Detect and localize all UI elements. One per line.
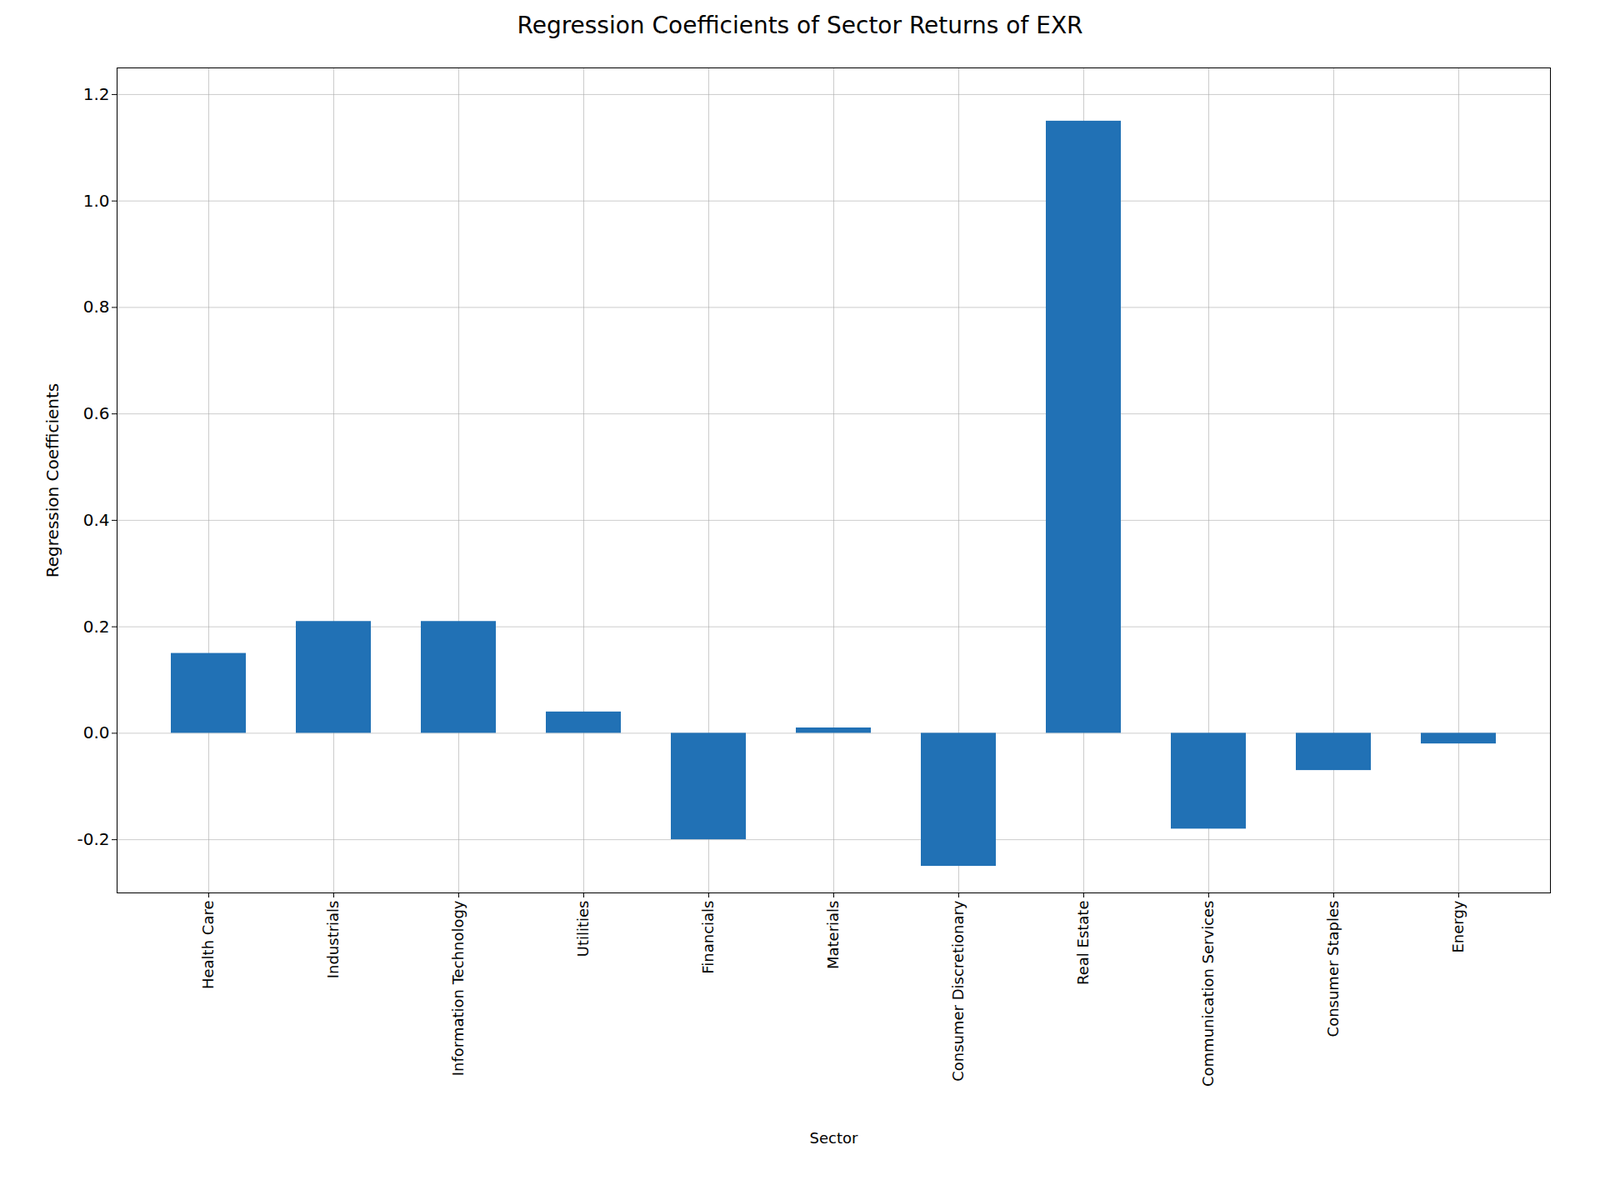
svg-text:Energy: Energy: [1449, 900, 1467, 953]
svg-text:1.2: 1.2: [83, 84, 110, 105]
svg-text:Utilities: Utilities: [574, 900, 592, 958]
svg-text:0.2: 0.2: [83, 616, 110, 637]
svg-text:0.8: 0.8: [83, 296, 110, 317]
svg-text:-0.2: -0.2: [76, 829, 110, 850]
svg-text:Industrials: Industrials: [324, 900, 342, 980]
svg-text:Information Technology: Information Technology: [449, 900, 467, 1076]
svg-text:Health Care: Health Care: [199, 900, 217, 990]
svg-text:1.0: 1.0: [83, 190, 110, 211]
svg-text:Communication Services: Communication Services: [1199, 900, 1217, 1088]
svg-text:Consumer Discretionary: Consumer Discretionary: [949, 900, 967, 1082]
svg-text:Consumer Staples: Consumer Staples: [1324, 900, 1342, 1038]
svg-text:0.4: 0.4: [83, 510, 110, 530]
svg-text:0.0: 0.0: [83, 722, 110, 743]
html-text:Regression Coefficients of Sec: Regression Coefficients of Sector Return…: [517, 11, 1083, 40]
svg-text:Regression Coefficients: Regression Coefficients: [42, 383, 63, 578]
svg-text:Financials: Financials: [699, 900, 717, 975]
svg-text:Materials: Materials: [824, 900, 842, 970]
svg-text:0.6: 0.6: [83, 403, 110, 424]
svg-text:Real Estate: Real Estate: [1074, 900, 1092, 986]
svg-text:Sector: Sector: [810, 1129, 859, 1147]
